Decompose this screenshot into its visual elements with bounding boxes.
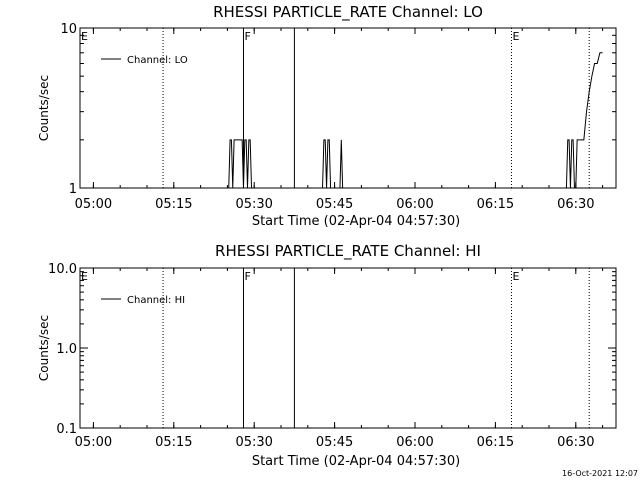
chart-title: RHESSI PARTICLE_RATE Channel: HI	[215, 242, 481, 261]
x-axis-label: Start Time (02-Apr-04 04:57:30)	[252, 454, 460, 469]
y-tick-label: 1.0	[56, 342, 77, 357]
x-tick-label: 06:00	[396, 197, 433, 212]
legend-entry: Channel: LO	[127, 55, 188, 66]
x-axis-label: Start Time (02-Apr-04 04:57:30)	[252, 214, 460, 229]
x-tick-label: 06:00	[396, 435, 433, 450]
x-tick-label: 05:30	[235, 197, 272, 212]
y-tick-label: 10.0	[48, 262, 77, 277]
x-tick-label: 05:00	[75, 197, 112, 212]
corner-flag-label: E	[81, 270, 88, 283]
corner-flag-label: E	[81, 30, 88, 43]
event-flag-label: F	[244, 30, 250, 43]
y-tick-label: 10	[60, 22, 77, 37]
y-tick-label: 1	[69, 182, 77, 197]
event-flag-label: F	[244, 270, 250, 283]
chart-panel-2: RHESSI PARTICLE_RATE Channel: HI 05:00 05:…	[37, 242, 617, 469]
y-axis-label: Counts/sec	[37, 75, 51, 141]
event-flag-label: E	[512, 270, 519, 283]
x-tick-label: 05:45	[316, 197, 353, 212]
series-line	[227, 52, 603, 189]
y-tick-label: 0.1	[56, 422, 77, 437]
x-tick-label: 05:00	[75, 435, 112, 450]
x-tick-label: 06:30	[557, 197, 594, 212]
x-tick-label: 06:15	[477, 435, 514, 450]
footer-timestamp: 16-Oct-2021 12:07	[562, 469, 638, 478]
x-tick-label: 05:45	[316, 435, 353, 450]
y-axis-label: Counts/sec	[37, 315, 51, 381]
x-tick-label: 05:30	[235, 435, 272, 450]
chart-panel-1: RHESSI PARTICLE_RATE Channel: LO 05:00 05:…	[37, 3, 617, 229]
x-tick-label: 06:15	[477, 197, 514, 212]
legend-entry: Channel: HI	[127, 295, 185, 306]
x-tick-label: 06:30	[557, 435, 594, 450]
x-tick-label: 05:15	[155, 197, 192, 212]
x-tick-label: 05:15	[155, 435, 192, 450]
event-flag-label: E	[512, 30, 519, 43]
chart-title: RHESSI PARTICLE_RATE Channel: LO	[213, 3, 483, 22]
